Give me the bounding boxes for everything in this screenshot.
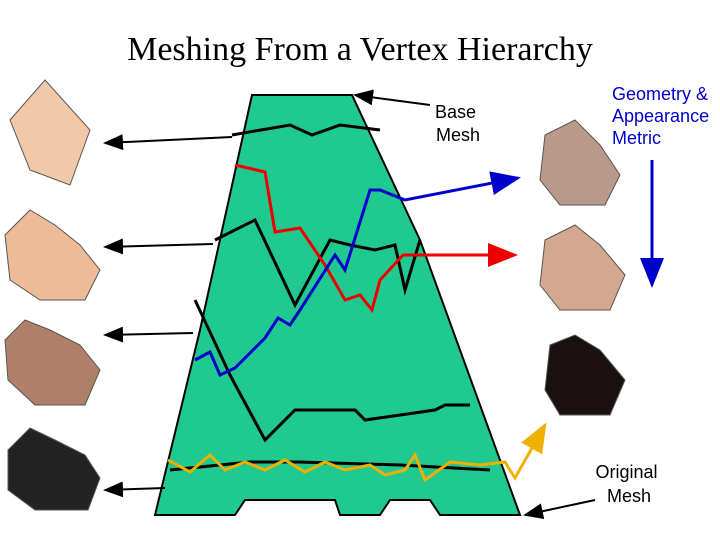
metric-label: Geometry & Appearance Metric xyxy=(612,84,714,148)
title: Meshing From a Vertex Hierarchy xyxy=(127,31,593,68)
yellow-cut xyxy=(167,422,547,483)
bunnies xyxy=(4,79,626,511)
cuts xyxy=(169,123,491,472)
blue-cut xyxy=(194,171,521,378)
original-mesh-label: Original Mesh xyxy=(595,462,662,506)
left-arrows xyxy=(103,89,596,520)
red-cut xyxy=(234,163,518,314)
base-mesh-label: Base Mesh xyxy=(435,102,481,145)
hierarchy xyxy=(153,94,522,516)
